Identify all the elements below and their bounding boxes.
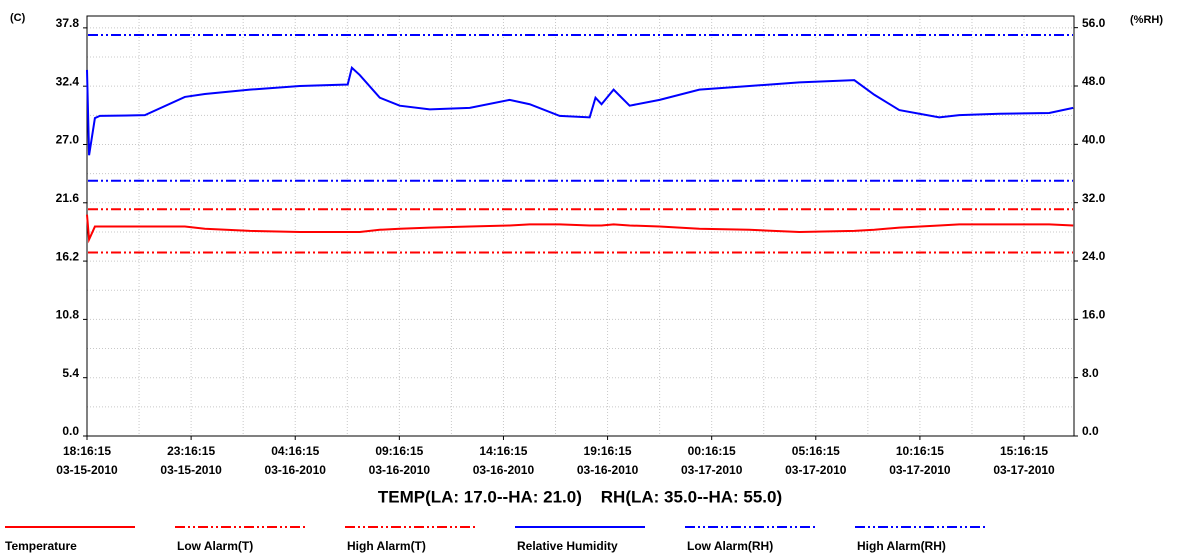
- legend-label: Temperature: [5, 539, 77, 553]
- y2-tick-label: 40.0: [1082, 133, 1106, 147]
- y-tick-label: 0.0: [62, 424, 79, 438]
- x-tick-label: 03-17-2010: [785, 463, 847, 477]
- y-tick-label: 21.6: [56, 191, 80, 205]
- y2-tick-label: 24.0: [1082, 249, 1106, 263]
- y2-tick-label: 0.0: [1082, 424, 1099, 438]
- x-tick-label: 15:16:15: [1000, 444, 1048, 458]
- x-tick-label: 03-16-2010: [473, 463, 535, 477]
- x-tick-label: 04:16:15: [271, 444, 319, 458]
- x-tick-label: 03-15-2010: [160, 463, 222, 477]
- x-tick-label: 05:16:15: [792, 444, 840, 458]
- x-tick-label: 03-17-2010: [681, 463, 743, 477]
- y2-tick-label: 56.0: [1082, 16, 1106, 30]
- x-tick-label: 03-15-2010: [56, 463, 118, 477]
- y2-tick-label: 48.0: [1082, 74, 1106, 88]
- y-axis-label: (C): [10, 12, 26, 24]
- x-tick-label: 23:16:15: [167, 444, 215, 458]
- y2-tick-label: 32.0: [1082, 191, 1106, 205]
- x-tick-label: 09:16:15: [375, 444, 423, 458]
- y-tick-label: 16.2: [56, 249, 80, 263]
- y-tick-label: 5.4: [62, 366, 79, 380]
- x-tick-label: 03-17-2010: [993, 463, 1055, 477]
- y2-tick-label: 16.0: [1082, 308, 1106, 322]
- legend-label: Low Alarm(RH): [687, 539, 773, 553]
- y-tick-label: 27.0: [56, 133, 80, 147]
- x-tick-label: 00:16:15: [688, 444, 736, 458]
- x-tick-label: 18:16:15: [63, 444, 111, 458]
- x-tick-label: 10:16:15: [896, 444, 944, 458]
- y2-tick-label: 8.0: [1082, 366, 1099, 380]
- y-tick-label: 37.8: [56, 16, 80, 30]
- chart-title: TEMP(LA: 17.0--HA: 21.0) RH(LA: 35.0--HA…: [378, 487, 782, 506]
- legend-label: Relative Humidity: [517, 539, 618, 553]
- legend-label: Low Alarm(T): [177, 539, 253, 553]
- data-line: [86, 65, 1074, 156]
- x-tick-label: 03-17-2010: [889, 463, 951, 477]
- y-tick-label: 32.4: [56, 74, 80, 88]
- y2-axis-label: (%RH): [1130, 14, 1163, 26]
- data-line: [86, 214, 1074, 244]
- y-tick-label: 10.8: [56, 308, 80, 322]
- x-tick-label: 03-16-2010: [265, 463, 327, 477]
- x-tick-label: 03-16-2010: [577, 463, 639, 477]
- x-tick-label: 03-16-2010: [369, 463, 431, 477]
- x-tick-label: 19:16:15: [584, 444, 632, 458]
- x-tick-label: 14:16:15: [479, 444, 527, 458]
- legend-label: High Alarm(RH): [857, 539, 946, 553]
- legend-label: High Alarm(T): [347, 539, 426, 553]
